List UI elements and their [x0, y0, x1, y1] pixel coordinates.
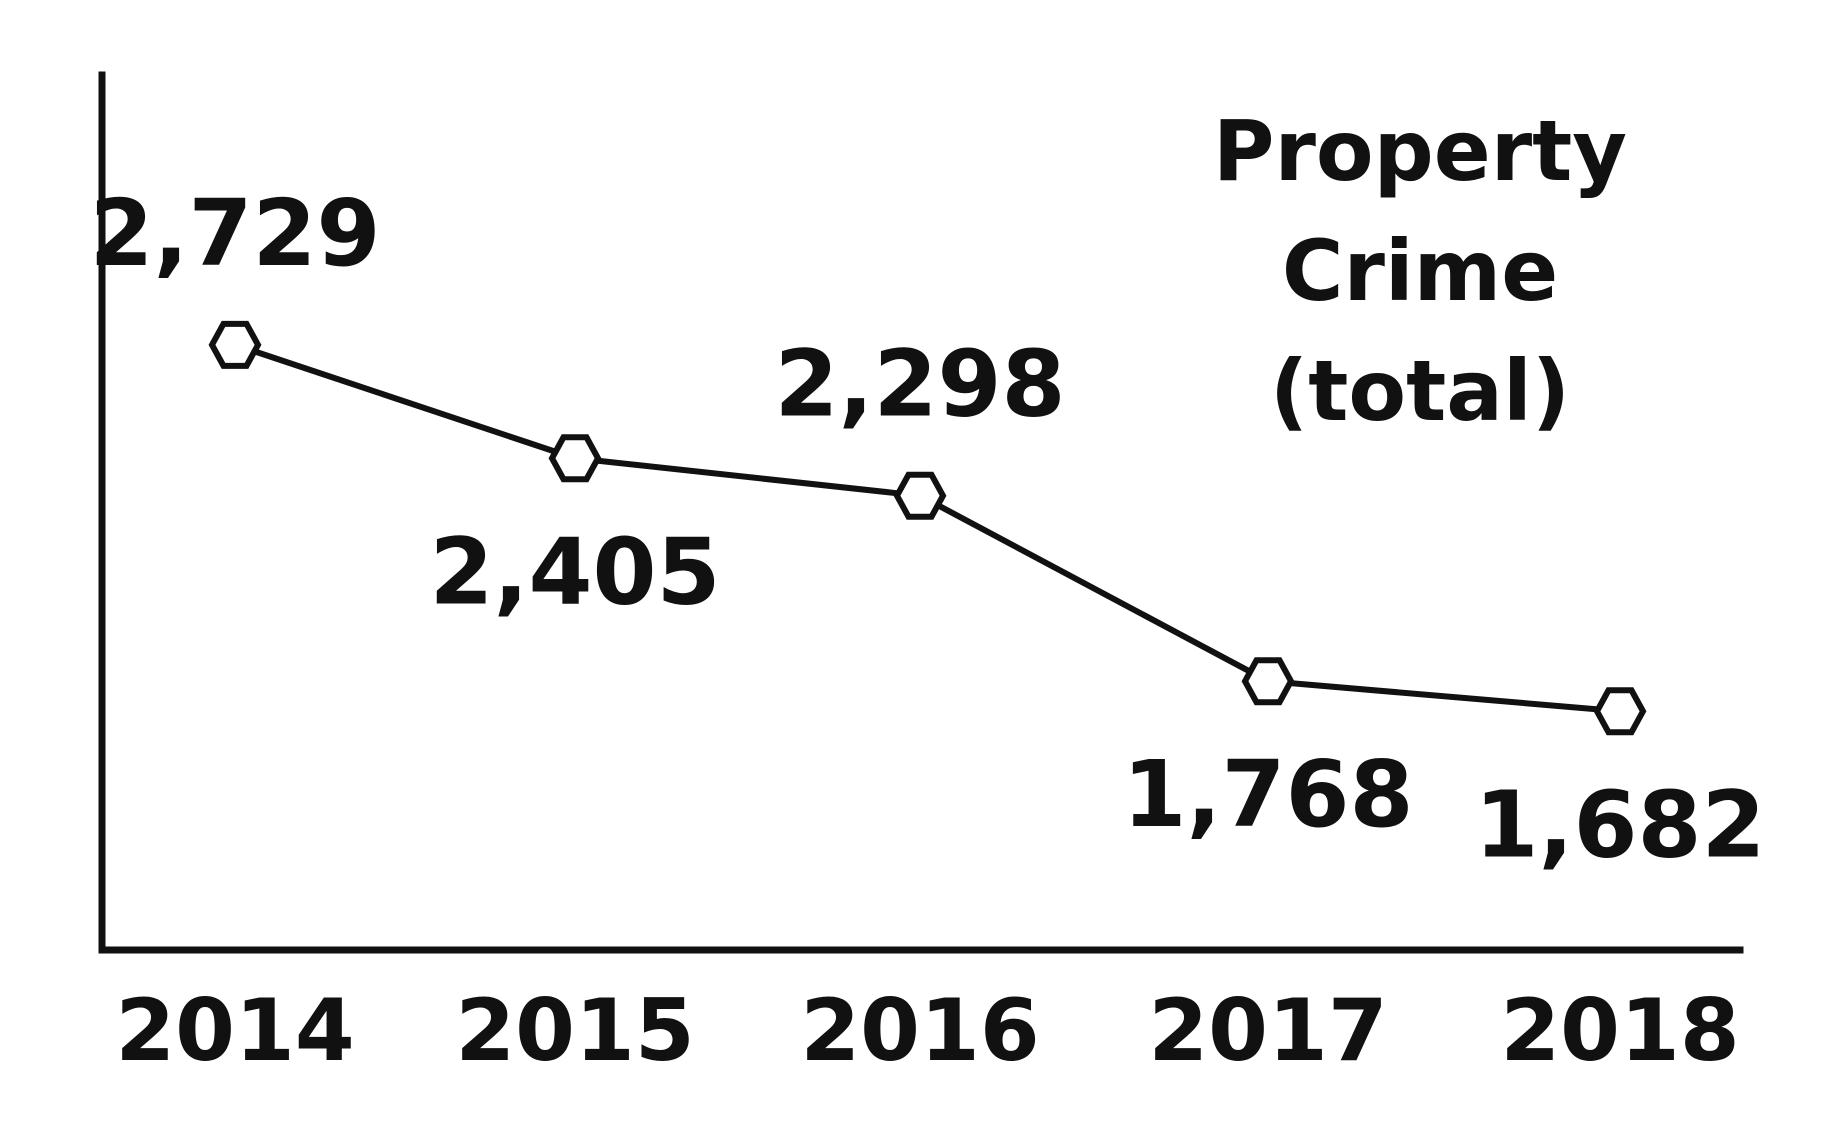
data-label: 1,768: [1122, 741, 1413, 848]
data-label: 2,298: [774, 331, 1065, 438]
x-axis-ticks: 2014 2015 2016 2017 2018: [115, 981, 1739, 1081]
chart-title-line-2: Crime: [1282, 222, 1558, 320]
data-point-marker: [893, 471, 947, 520]
chart-title: Property Crime (total): [1213, 102, 1627, 440]
marker-layer: [208, 320, 1647, 736]
data-point-marker: [1241, 657, 1295, 706]
data-label: 2,405: [429, 518, 720, 625]
data-labels: 2,729 2,405 2,298 1,768 1,682: [89, 180, 1765, 878]
axes: [98, 71, 1744, 954]
data-label: 1,682: [1474, 771, 1765, 878]
data-point-marker: [548, 434, 602, 483]
data-point-marker: [1593, 687, 1647, 736]
chart-title-line-3: (total): [1270, 342, 1570, 440]
x-tick-label: 2018: [1500, 981, 1739, 1081]
chart-title-line-1: Property: [1213, 102, 1627, 200]
x-tick-label: 2016: [800, 981, 1039, 1081]
x-tick-label: 2017: [1148, 981, 1387, 1081]
x-tick-label: 2014: [115, 981, 354, 1081]
data-point-marker: [208, 320, 262, 369]
data-label: 2,729: [89, 180, 380, 287]
x-tick-label: 2015: [455, 981, 694, 1081]
